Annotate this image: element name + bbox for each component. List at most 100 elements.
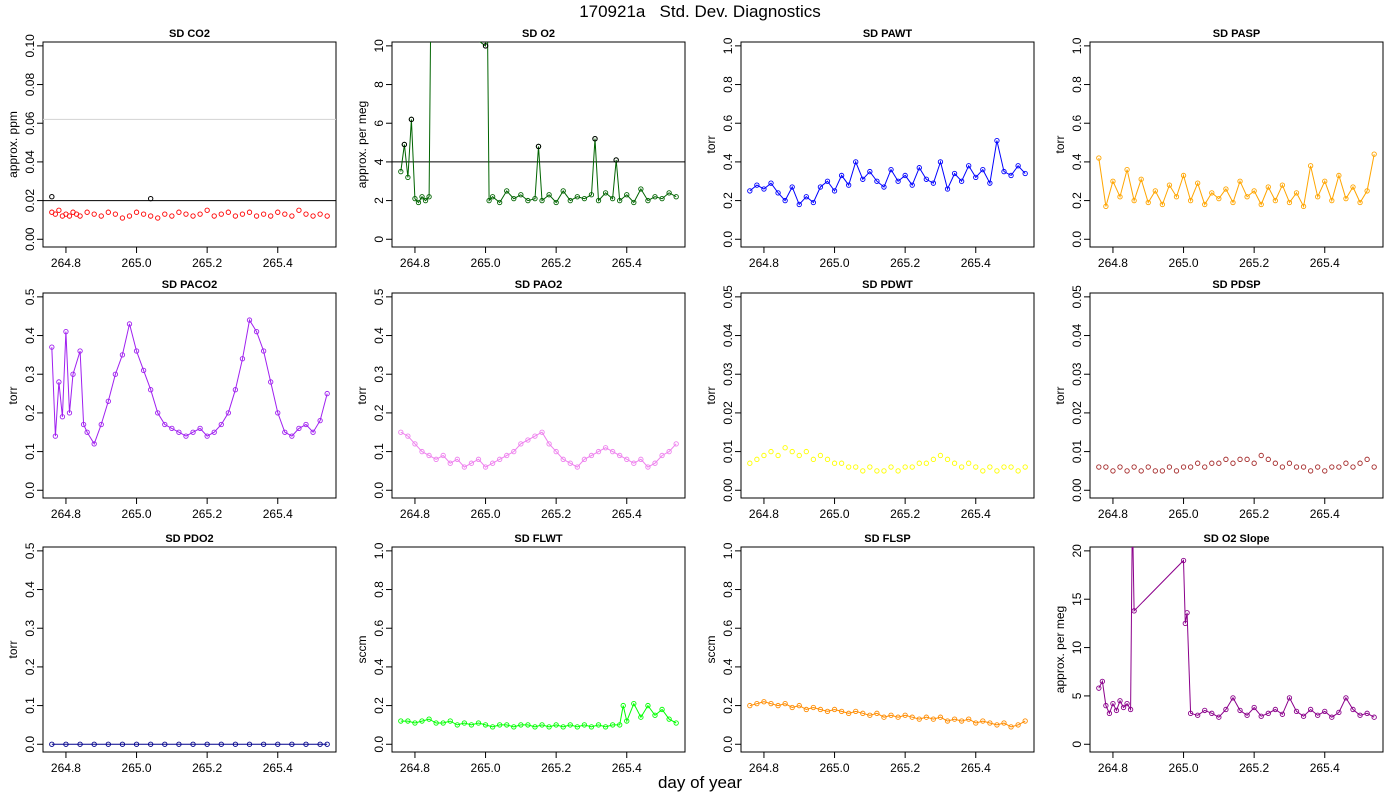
data-point bbox=[1113, 707, 1120, 714]
data-point bbox=[567, 460, 573, 466]
data-point bbox=[860, 468, 866, 474]
x-tick-label: 264.8 bbox=[400, 761, 430, 775]
data-point bbox=[218, 421, 224, 428]
data-point bbox=[789, 448, 795, 455]
data-point bbox=[317, 417, 323, 424]
data-point bbox=[155, 215, 161, 221]
x-tick-label: 265.2 bbox=[1239, 507, 1269, 521]
data-point bbox=[916, 460, 922, 466]
data-point bbox=[239, 211, 246, 217]
data-point bbox=[1202, 464, 1208, 470]
x-tick-label: 265.0 bbox=[820, 507, 850, 521]
data-point bbox=[1008, 464, 1014, 470]
data-point bbox=[204, 433, 210, 439]
data-point bbox=[447, 718, 453, 724]
plot-title: SD FLWT bbox=[514, 533, 563, 545]
data-point bbox=[282, 211, 288, 217]
x-tick-label: 265.2 bbox=[192, 507, 222, 521]
data-point bbox=[1015, 468, 1021, 474]
data-point bbox=[303, 421, 309, 428]
y-axis-label: torr bbox=[6, 640, 20, 658]
y-tick-label: 0.6 bbox=[1070, 115, 1084, 132]
data-point bbox=[546, 724, 552, 730]
data-point bbox=[56, 379, 62, 385]
data-point bbox=[1131, 464, 1137, 470]
data-point bbox=[609, 196, 616, 202]
data-point bbox=[817, 452, 824, 459]
y-tick-label: 0.2 bbox=[23, 658, 37, 675]
x-tick-label: 265.0 bbox=[820, 256, 850, 270]
data-point bbox=[461, 720, 468, 726]
y-tick-label: 0.6 bbox=[372, 620, 386, 637]
data-point bbox=[246, 317, 253, 323]
data-point bbox=[973, 720, 979, 726]
y-axis-label: torr bbox=[355, 386, 369, 404]
data-point bbox=[1209, 710, 1215, 716]
data-point bbox=[133, 209, 140, 215]
chart-panel: SD O2 approx. per meg 0 2 4 6 8 10 264.8 265.0 265… bbox=[355, 28, 686, 270]
data-point bbox=[775, 452, 781, 459]
data-point bbox=[412, 720, 418, 726]
data-point bbox=[419, 718, 425, 724]
series-line bbox=[1098, 547, 1375, 718]
data-point bbox=[1286, 695, 1293, 701]
y-tick-label: 0.4 bbox=[721, 153, 735, 170]
data-point bbox=[225, 209, 231, 215]
data-point bbox=[1237, 707, 1243, 714]
plot-data bbox=[49, 741, 330, 747]
data-point bbox=[518, 722, 524, 728]
data-point bbox=[1258, 713, 1264, 719]
data-point bbox=[1096, 685, 1102, 691]
x-tick-label: 265.0 bbox=[1169, 256, 1199, 270]
y-axis-label: approx. per meg bbox=[1053, 606, 1067, 693]
data-point bbox=[617, 197, 623, 204]
data-point bbox=[1096, 155, 1102, 161]
data-point bbox=[1343, 695, 1349, 701]
y-tick-label: 20 bbox=[1070, 544, 1084, 558]
data-point bbox=[1103, 702, 1109, 709]
data-point bbox=[324, 390, 330, 397]
data-point bbox=[747, 188, 753, 194]
x-tick-label: 265.2 bbox=[192, 256, 222, 270]
x-tick-label: 265.0 bbox=[122, 507, 152, 521]
data-point bbox=[398, 168, 404, 175]
data-point bbox=[52, 211, 59, 217]
data-point bbox=[317, 211, 323, 217]
data-point bbox=[1272, 197, 1278, 204]
data-point bbox=[888, 464, 894, 470]
y-tick-label: 0.01 bbox=[721, 440, 735, 464]
data-point bbox=[1265, 456, 1271, 462]
chart-panel: SD PDO2 torr 0.0 0.1 0.2 0.3 0.4 0.5 264.8 265.0 2… bbox=[6, 533, 337, 775]
y-tick-label: 0.03 bbox=[721, 362, 735, 386]
series-line bbox=[400, 431, 677, 468]
data-point bbox=[1216, 714, 1222, 720]
data-point bbox=[581, 722, 588, 728]
data-point bbox=[190, 429, 196, 435]
data-point bbox=[1251, 188, 1257, 194]
data-point bbox=[260, 348, 267, 354]
data-point bbox=[77, 741, 83, 747]
y-tick-label: 0.3 bbox=[23, 366, 37, 383]
data-point bbox=[59, 414, 66, 420]
data-point bbox=[782, 445, 788, 451]
data-point bbox=[631, 199, 637, 206]
data-point bbox=[902, 172, 908, 179]
data-point bbox=[511, 448, 517, 455]
data-point bbox=[987, 180, 993, 186]
x-tick-label: 265.2 bbox=[890, 507, 920, 521]
y-tick-label: 0.00 bbox=[23, 227, 37, 251]
data-point bbox=[303, 741, 309, 747]
data-point bbox=[1258, 452, 1264, 459]
data-point bbox=[768, 180, 774, 186]
data-point bbox=[659, 452, 665, 459]
data-point bbox=[268, 379, 274, 385]
plot-frame bbox=[42, 546, 337, 753]
data-point bbox=[1187, 197, 1194, 204]
plot-title: SD CO2 bbox=[169, 28, 210, 40]
data-point bbox=[91, 441, 97, 447]
y-tick-label: 15 bbox=[1070, 592, 1084, 606]
data-point bbox=[183, 211, 189, 217]
data-point bbox=[324, 213, 330, 219]
data-point bbox=[782, 197, 788, 204]
data-point bbox=[260, 211, 267, 217]
